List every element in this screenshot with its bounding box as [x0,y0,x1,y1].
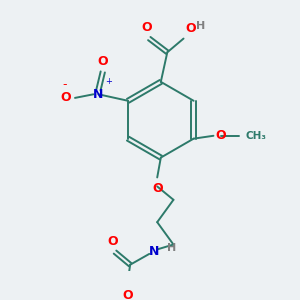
Text: O: O [152,182,163,195]
Text: +: + [105,77,112,86]
Text: O: O [107,235,118,248]
Text: O: O [141,21,152,34]
Text: O: O [98,55,108,68]
Text: O: O [61,92,71,104]
Text: -: - [63,78,67,92]
Text: N: N [148,244,159,257]
Text: O: O [122,289,133,300]
Text: H: H [196,21,205,32]
Text: CH₃: CH₃ [246,131,267,141]
Text: O: O [215,129,226,142]
Text: H: H [167,243,177,253]
Text: O: O [185,22,196,35]
Text: N: N [93,88,103,101]
